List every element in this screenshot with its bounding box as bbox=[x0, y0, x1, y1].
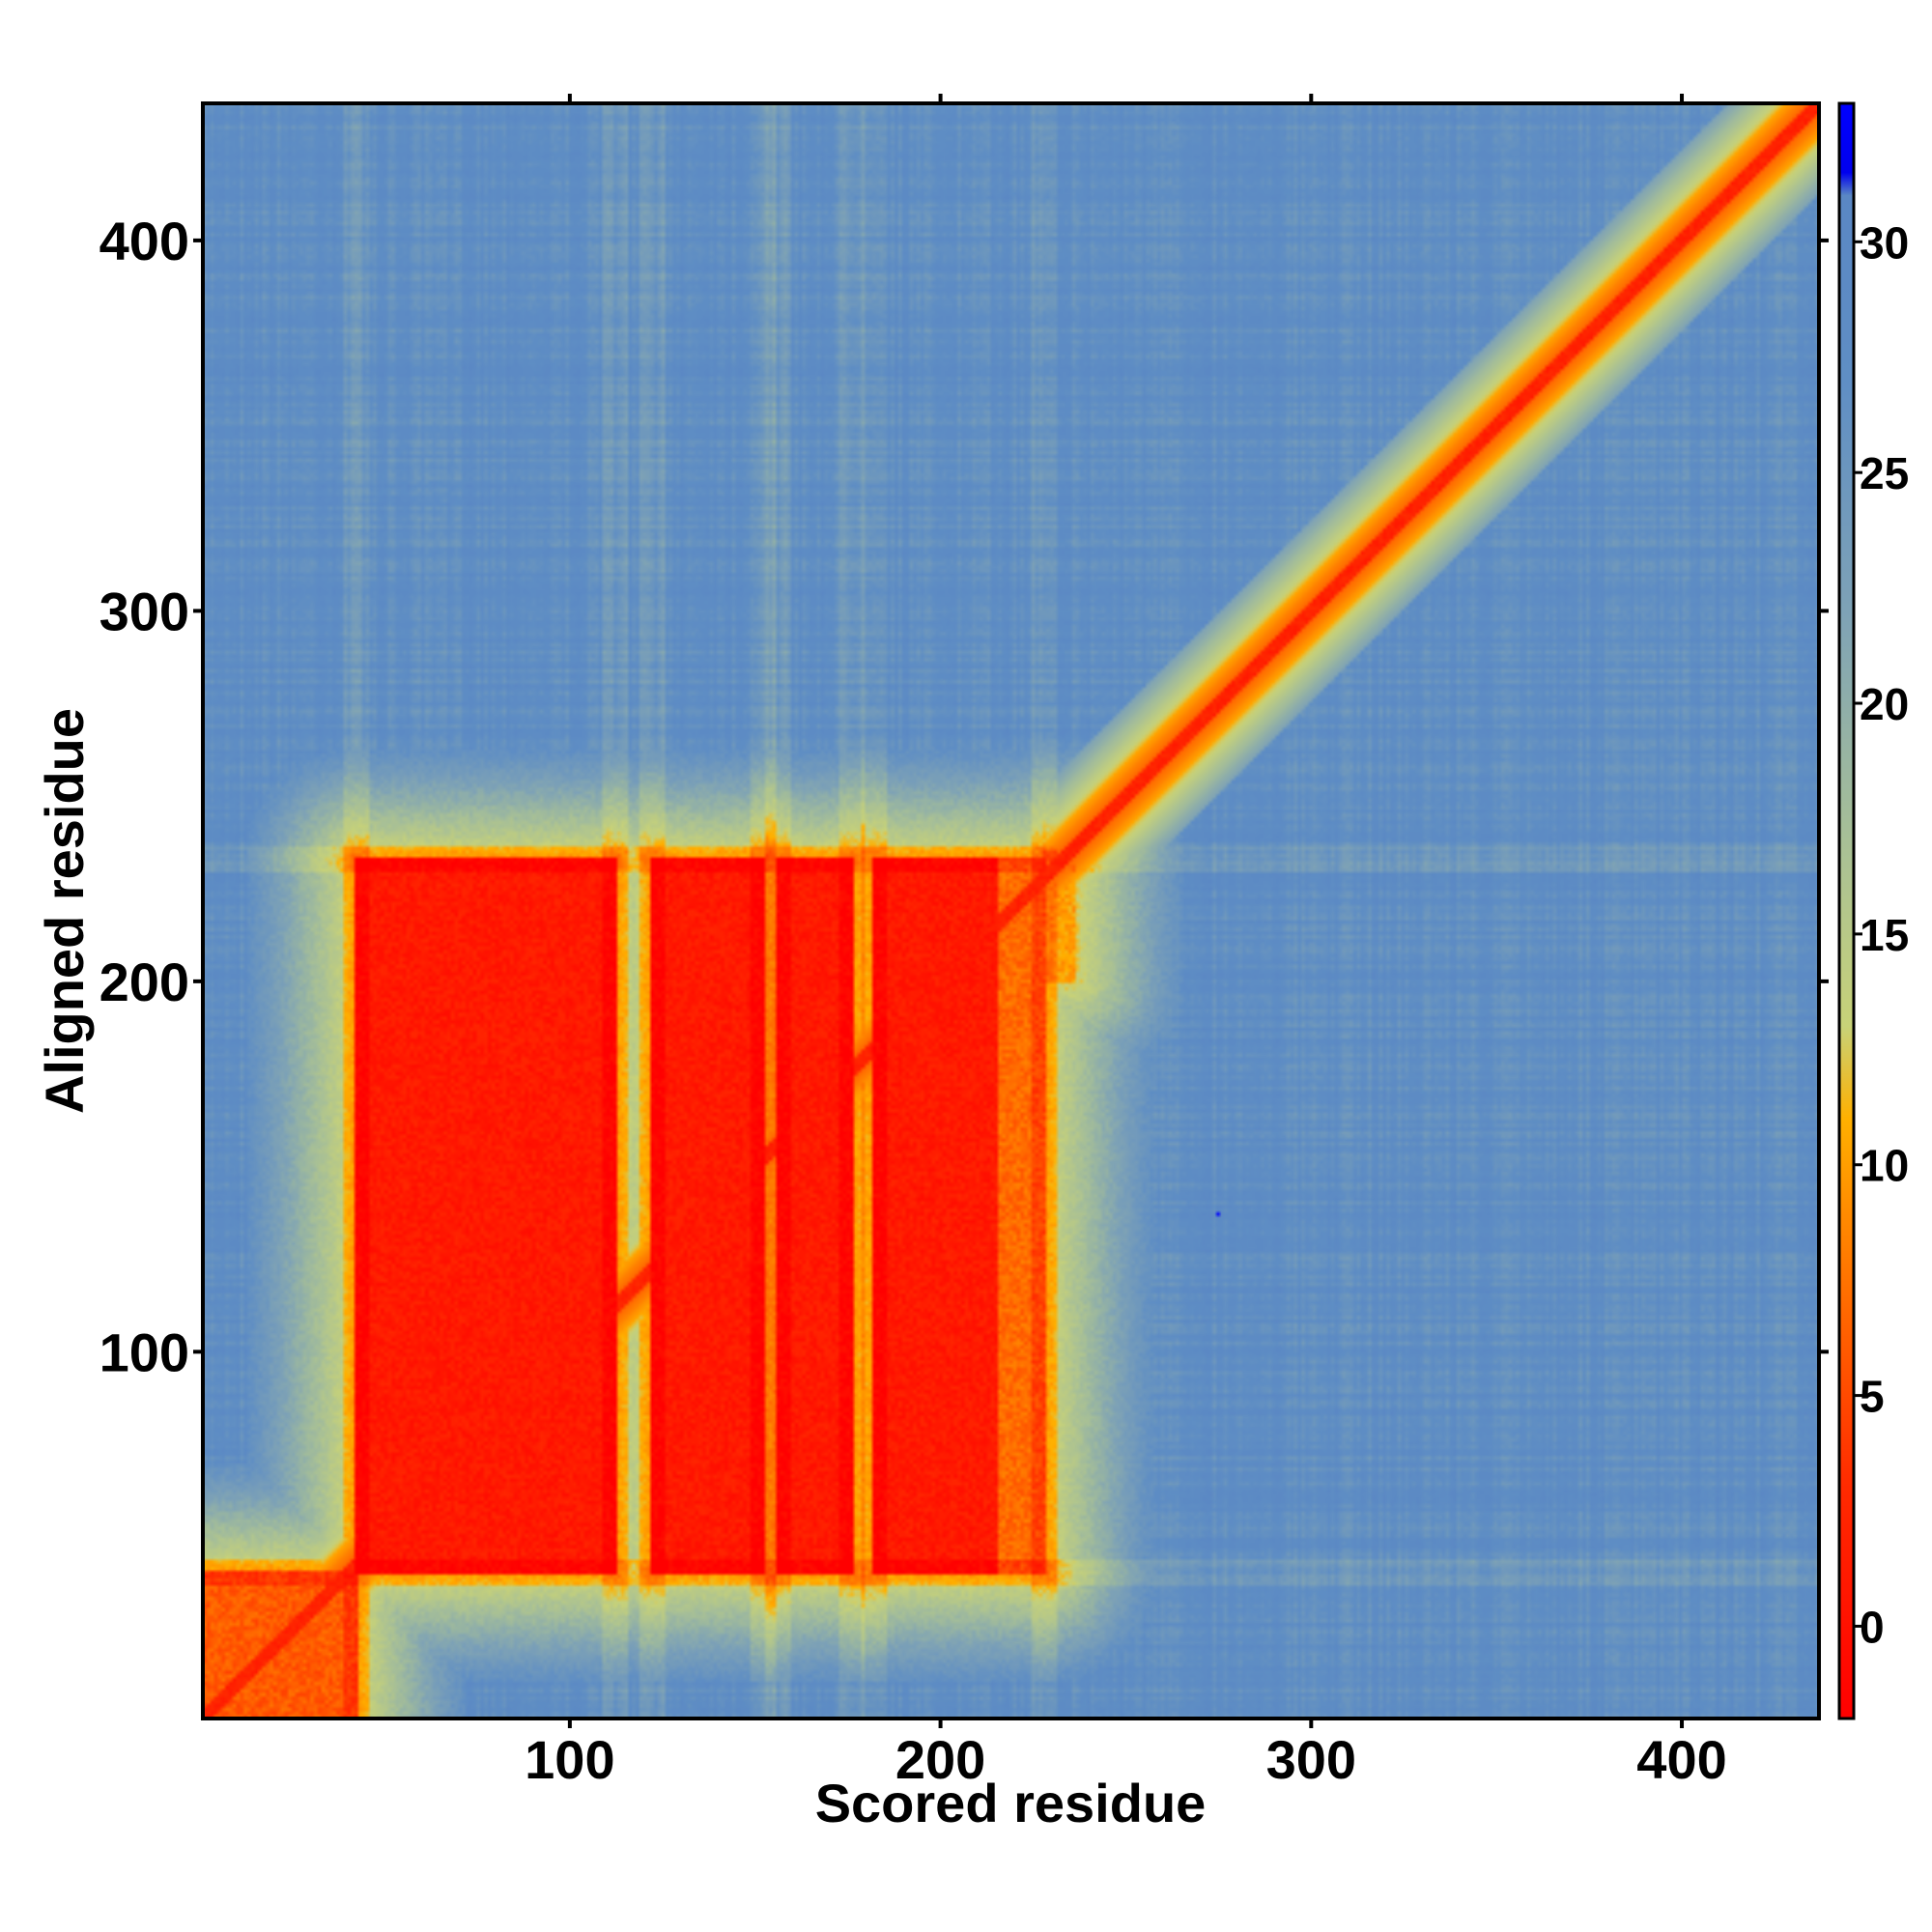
colorbar-tick-label: 0 bbox=[1860, 1602, 1885, 1652]
x-tick-label: 200 bbox=[895, 1729, 985, 1790]
plot-frame bbox=[201, 101, 1821, 1720]
y-tick-label: 300 bbox=[99, 581, 189, 641]
y-axis-ticks: 100 200 300 400 bbox=[99, 211, 1829, 1382]
x-axis-ticks: 100 200 300 400 bbox=[525, 94, 1727, 1790]
y-axis-title: Aligned residue bbox=[34, 708, 95, 1114]
colorbar-tick-label: 5 bbox=[1860, 1372, 1885, 1422]
y-tick-label: 200 bbox=[99, 952, 189, 1012]
y-tick-label: 400 bbox=[99, 211, 189, 271]
colorbar-tick-label: 30 bbox=[1860, 217, 1909, 268]
colorbar-ticks: 0 5 10 15 20 25 30 bbox=[1854, 217, 1909, 1652]
x-axis-title: Scored residue bbox=[815, 1773, 1207, 1833]
x-tick-label: 300 bbox=[1266, 1729, 1356, 1790]
colorbar-tick-label: 10 bbox=[1860, 1141, 1909, 1191]
heatmap-cells bbox=[203, 103, 1819, 1719]
y-tick-label: 100 bbox=[99, 1321, 189, 1382]
colorbar-tick-label: 15 bbox=[1860, 910, 1909, 960]
x-tick-label: 100 bbox=[525, 1729, 614, 1790]
heatmap-image bbox=[203, 103, 1819, 1719]
colorbar bbox=[1837, 101, 1856, 1720]
colorbar-tick-label: 20 bbox=[1860, 679, 1909, 729]
x-tick-label: 400 bbox=[1636, 1729, 1726, 1790]
colorbar-tick-label: 25 bbox=[1860, 448, 1909, 498]
